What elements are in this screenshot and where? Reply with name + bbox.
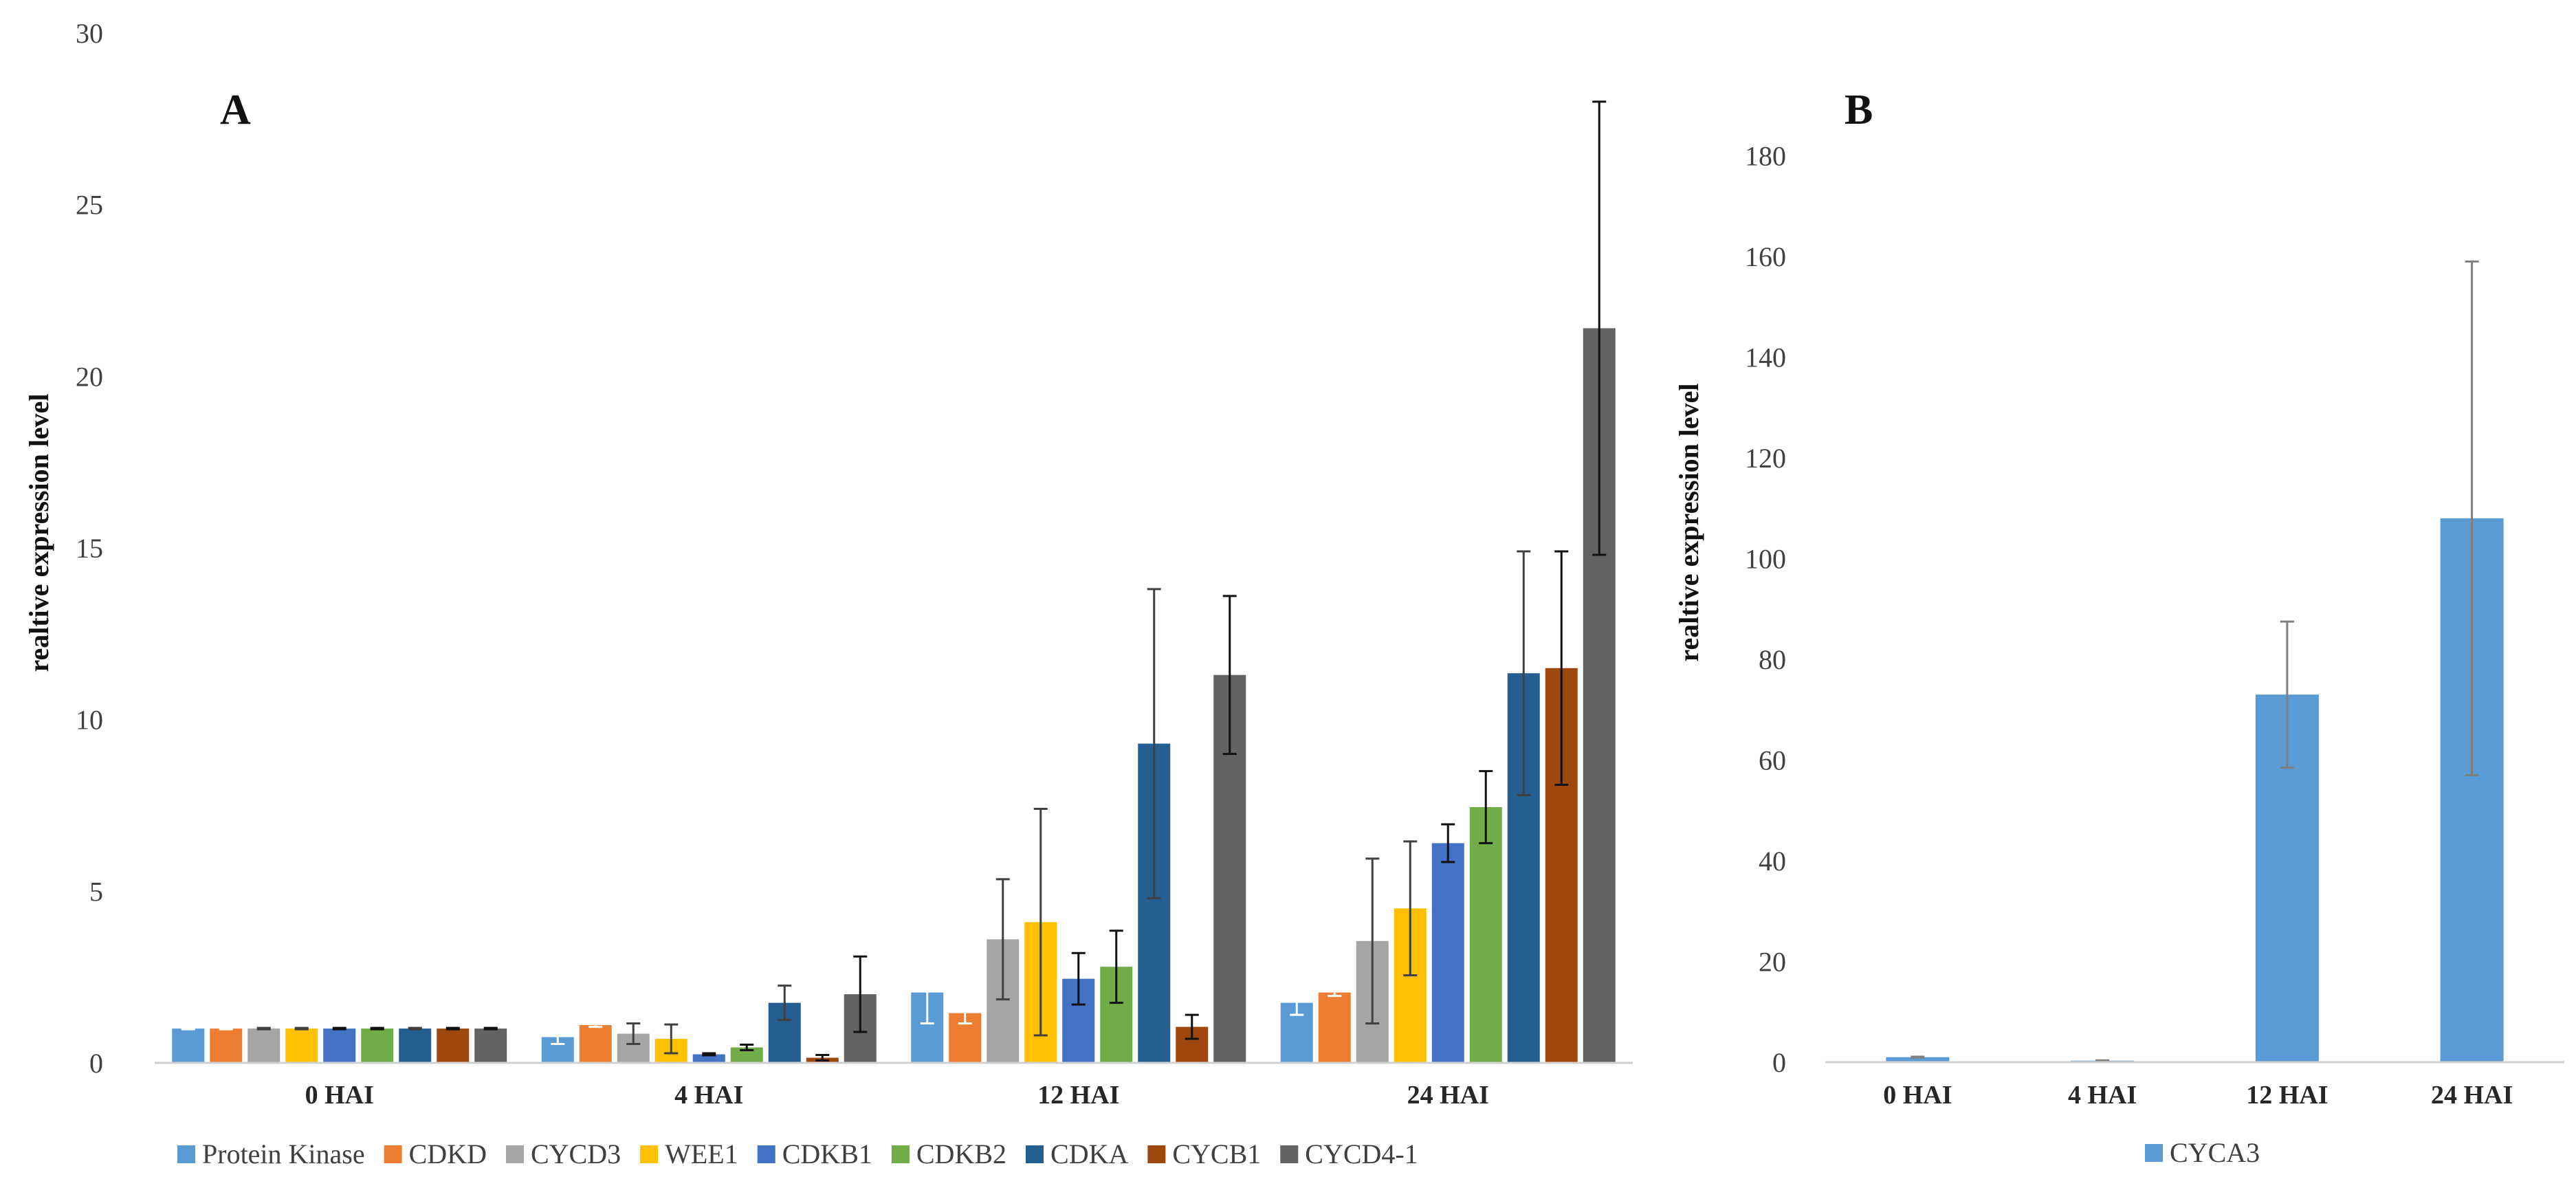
y-tick-label-a-5: 5	[89, 876, 103, 907]
error-bar-a-cdka-4-hai	[778, 984, 792, 1022]
bar-a-protein-kinase-0-hai	[172, 1028, 205, 1063]
error-bar-a-cdka-0-hai	[408, 1026, 422, 1031]
x-category-label-a-0-hai: 0 HAI	[305, 1081, 374, 1110]
error-bar-a-cycd4-1-0-hai	[483, 1026, 498, 1031]
legend-label-cdkb1: CDKB1	[782, 1138, 872, 1169]
error-bar-a-cdkd-24-hai	[1328, 988, 1342, 998]
bar-a-cycd3-0-hai	[247, 1028, 280, 1063]
legend-swatch-protein-kinase	[177, 1145, 195, 1163]
bar-a-cdkb2-24-hai	[1469, 806, 1502, 1063]
error-bar-a-cycd4-1-24-hai	[1592, 100, 1607, 556]
bar-a-wee1-0-hai	[285, 1028, 318, 1063]
error-bar-a-cycb1-24-hai	[1554, 550, 1569, 786]
bars-a	[172, 100, 1616, 1064]
bar-a-cdkd-0-hai	[210, 1028, 243, 1063]
error-bar-a-protein-kinase-12-hai	[920, 960, 934, 1025]
error-bar-a-cdka-12-hai	[1147, 588, 1161, 899]
error-bar-a-cdkb2-24-hai	[1479, 770, 1493, 844]
y-tick-label-a-20: 20	[76, 361, 103, 392]
bar-a-cdkb1-4-hai	[692, 1054, 725, 1063]
error-bar-a-protein-kinase-0-hai	[181, 1026, 195, 1031]
legend-swatch-wee1	[640, 1145, 659, 1163]
legend-label-cycb1: CYCB1	[1172, 1138, 1261, 1169]
error-bar-a-cdka-24-hai	[1517, 550, 1531, 797]
error-bar-a-cycd3-12-hai	[995, 878, 1010, 1001]
legend-swatch-cycb1	[1147, 1145, 1166, 1163]
error-bar-a-wee1-4-hai	[664, 1023, 679, 1055]
error-bar-a-cycd3-24-hai	[1365, 857, 1380, 1025]
bar-a-cdka-0-hai	[399, 1028, 432, 1063]
error-bar-a-cycb1-4-hai	[815, 1054, 830, 1062]
error-bar-a-cdkd-0-hai	[219, 1026, 233, 1031]
y-tick-label-a-0: 0	[89, 1048, 103, 1079]
x-category-label-a-24-hai: 24 HAI	[1407, 1081, 1489, 1110]
bar-a-cdkb1-24-hai	[1431, 843, 1464, 1063]
y-tick-label-a-15: 15	[76, 533, 103, 564]
error-bar-a-cdkb1-12-hai	[1071, 952, 1086, 1006]
error-bar-a-wee1-0-hai	[294, 1026, 309, 1031]
y-axis-label-a: realtive expression level	[23, 393, 54, 672]
bar-a-cdkd-24-hai	[1318, 992, 1351, 1063]
bar-a-cycd4-1-0-hai	[474, 1028, 507, 1063]
legend-label-cdka: CDKA	[1050, 1138, 1128, 1169]
legend-label-cycd4-1: CYCD4-1	[1305, 1138, 1418, 1169]
legend-swatch-cdkd	[384, 1145, 402, 1163]
legend-swatch-cdkb1	[757, 1145, 775, 1163]
x-category-label-a-4-hai: 4 HAI	[674, 1081, 743, 1110]
error-bar-a-cdkb1-0-hai	[332, 1026, 346, 1031]
legend-label-wee1: WEE1	[665, 1138, 738, 1169]
legend-label-protein-kinase: Protein Kinase	[202, 1138, 365, 1169]
categories-a: 0 HAI 4 HAI 12 HAI 24 HAI	[305, 1081, 1489, 1110]
error-bar-a-cycd4-1-12-hai	[1222, 595, 1237, 756]
legend-a: Protein Kinase CDKD CYCD3 WEE1 CDKB1 CDKB2 CDK…	[177, 1138, 1418, 1169]
legend-label-cycd3: CYCD3	[531, 1138, 621, 1169]
error-bar-a-protein-kinase-4-hai	[551, 1029, 565, 1046]
legend-swatch-cdkb2	[891, 1145, 910, 1163]
error-bar-a-cdkb1-4-hai	[702, 1052, 716, 1057]
error-bar-a-cycb1-12-hai	[1185, 1013, 1199, 1040]
bar-a-cdkb1-0-hai	[323, 1028, 356, 1063]
y-ticks-a: 0 5 10 15 20 25 30	[76, 18, 103, 1079]
error-bar-a-cdkd-12-hai	[958, 1002, 972, 1025]
error-bar-a-wee1-12-hai	[1033, 807, 1048, 1037]
legend-label-cdkd: CDKD	[409, 1138, 487, 1169]
legend-swatch-cycd4-1	[1280, 1145, 1299, 1163]
y-tick-label-a-30: 30	[76, 18, 103, 49]
error-bar-a-cdkb2-0-hai	[370, 1026, 384, 1031]
error-bar-a-cdkd-4-hai	[588, 1022, 603, 1028]
x-category-label-a-12-hai: 12 HAI	[1037, 1081, 1119, 1110]
error-bar-a-cycd3-0-hai	[256, 1026, 271, 1031]
error-bar-a-protein-kinase-24-hai	[1290, 989, 1304, 1016]
legend-label-cdkb2: CDKB2	[916, 1138, 1006, 1169]
error-bar-a-cdkb1-24-hai	[1441, 823, 1455, 864]
bar-a-cdkd-4-hai	[579, 1025, 612, 1063]
error-bar-a-cycd4-1-4-hai	[853, 955, 868, 1033]
y-tick-label-a-10: 10	[76, 705, 103, 736]
panel-label-a: A	[220, 87, 251, 133]
bar-a-cycb1-0-hai	[437, 1028, 470, 1063]
legend-swatch-cycd3	[505, 1145, 524, 1163]
legend-swatch-cdka	[1026, 1145, 1044, 1163]
bar-a-cdkb2-0-hai	[361, 1028, 394, 1063]
error-bar-a-cycd3-4-hai	[626, 1022, 641, 1046]
y-tick-label-a-25: 25	[76, 190, 103, 221]
error-bar-a-wee1-24-hai	[1403, 840, 1418, 977]
bar-a-cdkb2-4-hai	[730, 1047, 763, 1063]
error-bar-a-cdkb2-12-hai	[1109, 930, 1123, 1004]
error-bar-a-cycb1-0-hai	[445, 1026, 460, 1031]
error-bar-a-cdkb2-4-hai	[740, 1044, 754, 1052]
